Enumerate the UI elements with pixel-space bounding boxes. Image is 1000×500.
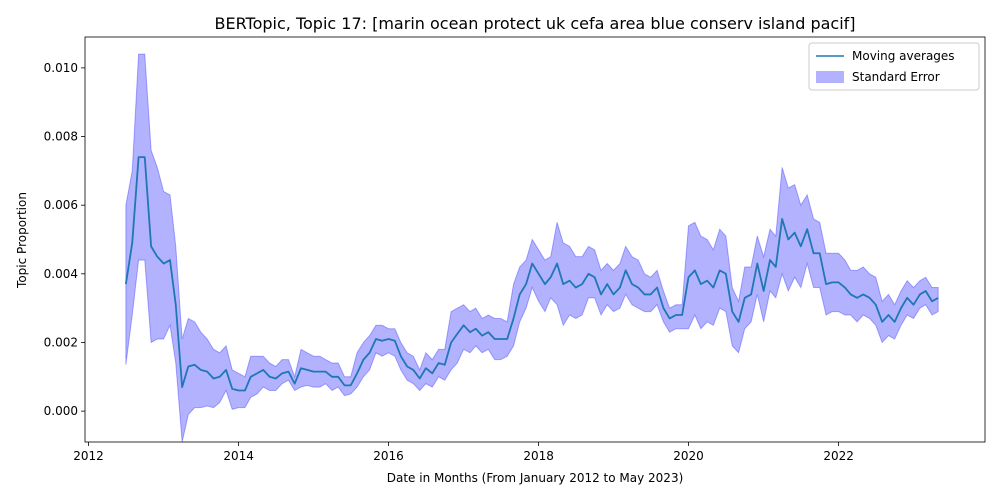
legend-band-swatch (816, 71, 844, 83)
y-axis-label: Topic Proportion (15, 192, 29, 289)
y-tick-label: 0.004 (44, 267, 78, 281)
x-tick-label: 2014 (223, 449, 254, 463)
x-tick-label: 2016 (373, 449, 404, 463)
x-tick-label: 2018 (523, 449, 554, 463)
x-axis: 2012 2014 2016 2018 2020 2022 (73, 442, 854, 463)
x-tick-label: 2020 (673, 449, 704, 463)
y-tick-label: 0.006 (44, 198, 78, 212)
x-tick-label: 2022 (823, 449, 854, 463)
y-tick-label: 0.008 (44, 130, 78, 144)
axes-frame (84, 36, 986, 443)
y-tick-label: 0.010 (44, 61, 78, 75)
moving-average-line-layer (124, 156, 939, 392)
legend-box (808, 42, 980, 91)
legend-label-moving-averages: Moving averages (852, 49, 955, 63)
x-tick-label: 2012 (73, 449, 104, 463)
x-axis-label: Date in Months (From January 2012 to May… (387, 471, 684, 485)
y-axis: 0.000 0.002 0.004 0.006 0.008 0.010 (44, 61, 85, 418)
chart-title: BERTopic, Topic 17: [marin ocean protect… (214, 14, 855, 33)
legend-label-standard-error: Standard Error (852, 70, 940, 84)
standard-error-band-layer (125, 53, 939, 442)
y-tick-label: 0.002 (44, 335, 78, 349)
y-tick-label: 0.000 (44, 404, 78, 418)
moving-average-line (124, 156, 939, 392)
plot-area (124, 53, 939, 442)
legend: Moving averages Standard Error (808, 42, 980, 91)
standard-error-band (125, 53, 939, 442)
